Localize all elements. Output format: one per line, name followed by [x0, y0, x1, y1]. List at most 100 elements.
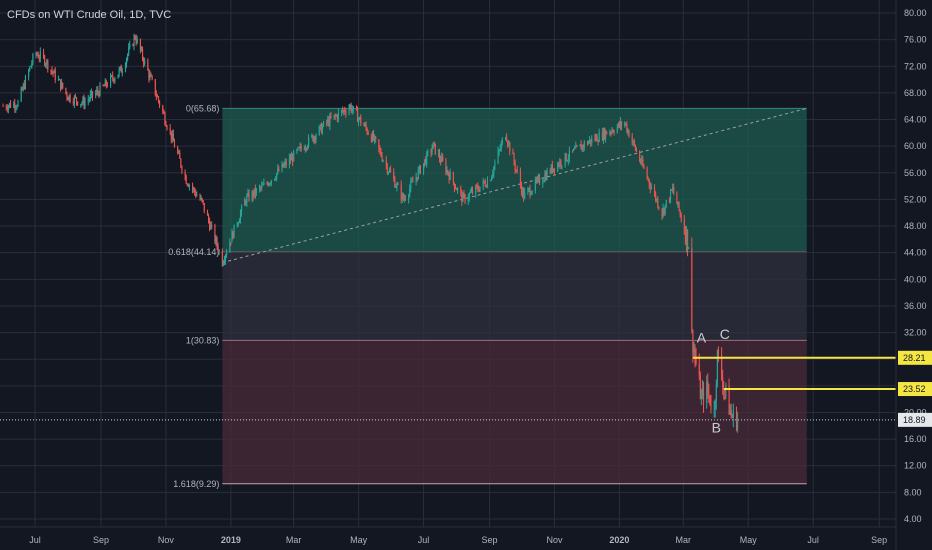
- candle-body: [411, 180, 413, 182]
- x-tick-label: Mar: [286, 535, 302, 545]
- candle-body: [157, 96, 160, 102]
- candle-body: [119, 66, 121, 70]
- candle-body: [567, 158, 569, 161]
- candle-body: [330, 116, 332, 118]
- candle-body: [523, 189, 525, 199]
- candle-body: [345, 112, 347, 114]
- fibonacci-extension[interactable]: 0(65.68) 0.618(44.14) 1(30.83) 1.618(9.29): [168, 103, 807, 489]
- candle-body: [722, 378, 724, 389]
- candle-body: [132, 44, 134, 46]
- candle-body: [485, 186, 487, 187]
- candle-body: [381, 156, 383, 161]
- fib-level-label: 1(30.83): [186, 335, 220, 345]
- candle-body: [642, 159, 644, 167]
- candle-body: [268, 183, 270, 186]
- candle-body: [557, 163, 559, 172]
- candle-body: [13, 103, 15, 108]
- fib-zone-lower: [222, 340, 807, 484]
- candle-body: [400, 184, 402, 200]
- candle-body: [300, 146, 302, 149]
- candle-body: [388, 169, 391, 173]
- x-tick-label: 2020: [609, 535, 629, 545]
- candle-body: [375, 136, 377, 140]
- candle-body: [641, 159, 643, 164]
- candle-body: [221, 250, 223, 266]
- candle-body: [707, 381, 709, 392]
- candle-body: [647, 177, 649, 180]
- candle-body: [500, 143, 502, 149]
- candle-body: [728, 384, 730, 415]
- candle-body: [52, 71, 54, 74]
- last-price-tag-bg: [898, 412, 932, 427]
- candle-body: [225, 255, 227, 261]
- candle-body: [736, 410, 738, 430]
- candle-body: [291, 156, 293, 161]
- candle-body: [530, 193, 532, 196]
- candle-body: [139, 39, 141, 51]
- y-tick-label: 56.00: [904, 168, 927, 178]
- candle-body: [408, 195, 410, 200]
- y-tick-label: 48.00: [904, 221, 927, 231]
- candle-body: [691, 247, 693, 331]
- candle-body: [326, 121, 328, 123]
- candle-body: [404, 198, 407, 200]
- y-tick-label: 40.00: [904, 274, 927, 284]
- candle-body: [373, 133, 375, 140]
- candle-body: [447, 170, 449, 175]
- candle-body: [231, 231, 233, 243]
- candle-body: [492, 173, 494, 177]
- x-tick-label: May: [350, 535, 368, 545]
- time-axis[interactable]: Jul Sep Nov 2019 Mar May Jul Sep Nov 2020 Mar May Ju…: [29, 535, 887, 545]
- candle-body: [716, 349, 718, 385]
- candle-body: [65, 87, 67, 94]
- candle-body: [478, 189, 480, 192]
- candle-body: [203, 203, 205, 212]
- candle-body: [676, 193, 678, 205]
- drawing-overlays[interactable]: A B C: [0, 326, 896, 435]
- candle-body: [684, 232, 687, 243]
- candle-body: [164, 113, 166, 124]
- fib-trend-line[interactable]: [222, 107, 807, 264]
- candle-body: [6, 108, 8, 110]
- candle-body: [479, 186, 481, 192]
- candle-body: [253, 188, 255, 197]
- horizontal-line-price-tag: 23.52: [903, 384, 926, 394]
- candle-body: [206, 211, 209, 216]
- y-tick-label: 20.00: [904, 407, 927, 417]
- candle-body: [352, 106, 354, 110]
- candle-body: [215, 238, 217, 243]
- candle-body: [663, 208, 665, 214]
- candle-body: [28, 70, 30, 77]
- candle-body: [267, 183, 269, 186]
- candle-body: [276, 173, 278, 179]
- candle-body: [635, 149, 638, 152]
- candle-body: [520, 185, 523, 194]
- candle-body: [688, 247, 690, 249]
- y-tick-label: 68.00: [904, 88, 927, 98]
- candle-body: [709, 395, 711, 405]
- candle-body: [721, 355, 723, 379]
- candle-body: [698, 363, 700, 376]
- candle-body: [424, 159, 426, 164]
- candle-body: [156, 96, 159, 98]
- candle-body: [590, 139, 592, 144]
- candle-body: [464, 194, 466, 202]
- candle-body: [357, 110, 359, 122]
- candle-body: [613, 131, 615, 133]
- candle-body: [259, 187, 261, 189]
- candle-body: [37, 54, 39, 58]
- candle-body: [359, 117, 361, 119]
- candle-body: [29, 66, 31, 71]
- candle-body: [677, 201, 679, 205]
- candle-body: [288, 157, 291, 166]
- candle-body: [169, 128, 171, 132]
- candle-body: [475, 185, 477, 194]
- candle-body: [468, 193, 470, 198]
- candle-body: [284, 161, 286, 165]
- candle-body: [121, 71, 123, 73]
- candle-body: [441, 156, 443, 163]
- candle-body: [370, 134, 372, 142]
- candle-body: [32, 54, 34, 64]
- candle-body: [534, 179, 536, 191]
